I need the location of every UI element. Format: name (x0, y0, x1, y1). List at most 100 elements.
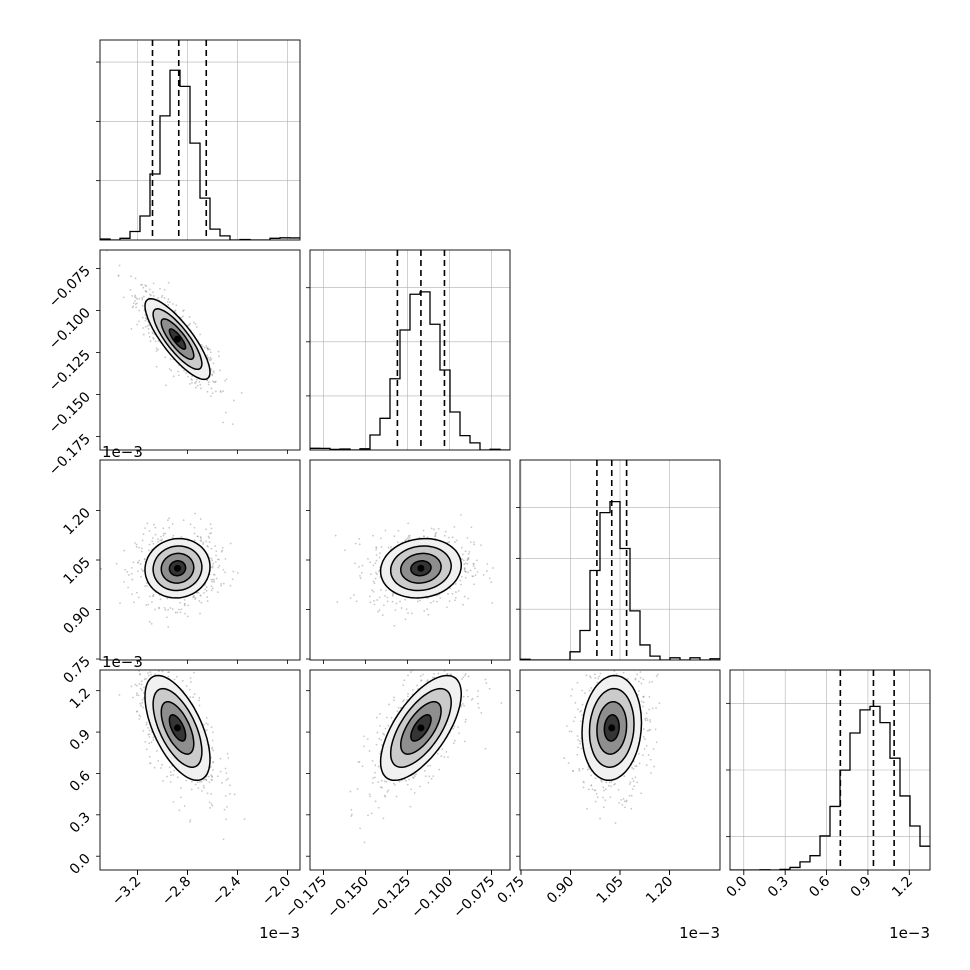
sample-point (654, 728, 657, 731)
sample-point (134, 277, 137, 280)
sample-point (413, 775, 416, 778)
sample-point (131, 593, 133, 596)
sample-point (217, 350, 220, 353)
sample-point (382, 732, 385, 735)
sample-point (147, 727, 150, 729)
contour-2 (588, 687, 635, 768)
sample-point (408, 534, 411, 537)
sample-point (576, 753, 579, 756)
sample-point (196, 384, 199, 387)
sample-point (435, 531, 438, 534)
sample-point (402, 700, 404, 703)
sample-point (168, 526, 171, 529)
sample-point (402, 699, 405, 701)
sample-point (205, 586, 208, 589)
sample-point (143, 668, 145, 670)
sample-point (374, 562, 377, 565)
sample-point (141, 316, 144, 319)
sample-point (448, 600, 451, 603)
sample-point (150, 741, 153, 744)
sample-point (135, 306, 138, 309)
sample-point (419, 599, 421, 602)
sample-point (187, 604, 190, 607)
sample-point (380, 545, 383, 548)
sample-point (159, 598, 162, 601)
sample-point (131, 306, 134, 309)
sample-point (167, 304, 170, 306)
sample-point (167, 671, 169, 674)
sample-point (640, 700, 643, 703)
sample-point (391, 593, 394, 596)
sample-point (368, 793, 371, 796)
sample-point (220, 781, 223, 784)
sample-point (157, 348, 159, 351)
x-tick-label: 0.75 (494, 874, 527, 907)
sample-point (179, 611, 182, 614)
sample-point (619, 661, 621, 663)
sample-point (476, 571, 479, 573)
sample-point (132, 696, 134, 699)
sample-point (154, 673, 157, 676)
sample-point (211, 739, 214, 742)
sample-point (152, 593, 155, 596)
sample-point (349, 790, 352, 793)
sample-point (631, 766, 633, 769)
sample-point (189, 820, 191, 823)
sample-point (208, 801, 211, 804)
contour-0 (168, 714, 187, 742)
sample-point (155, 350, 158, 352)
y-tick-label: −0.075 (46, 263, 94, 311)
sample-point (447, 536, 450, 539)
sample-point (416, 600, 419, 603)
sample-point (152, 336, 154, 339)
sample-point (388, 703, 390, 706)
sample-point (602, 648, 604, 650)
sample-point (454, 541, 456, 543)
sample-point (380, 739, 382, 741)
y-offset-label: 1e−3 (102, 653, 143, 671)
sample-point (455, 539, 458, 542)
sample-point (578, 740, 581, 743)
sample-point (484, 678, 487, 681)
sample-point (183, 604, 186, 607)
sample-point (137, 561, 140, 564)
sample-point (142, 706, 144, 709)
sample-point (645, 712, 648, 715)
sample-point (644, 719, 647, 722)
sample-point (208, 537, 211, 539)
sample-point (576, 681, 579, 684)
panel-3-0 (96, 668, 301, 874)
density-peak (174, 724, 181, 732)
density-peak (174, 335, 181, 343)
sample-point (648, 696, 651, 698)
sample-point (649, 758, 652, 761)
sample-point (212, 761, 215, 764)
sample-point (371, 589, 374, 592)
sample-point (211, 580, 214, 583)
sample-point (205, 717, 208, 719)
sample-point (200, 780, 203, 783)
sample-point (194, 783, 197, 786)
sample-point (369, 561, 372, 564)
sample-point (378, 737, 381, 740)
panel-2-1 (306, 459, 511, 664)
sample-point (372, 564, 375, 567)
sample-point (146, 585, 148, 587)
sample-point (219, 770, 222, 773)
sample-point (182, 519, 185, 522)
sample-point (470, 699, 473, 701)
sample-point (188, 324, 190, 326)
sample-point (227, 756, 230, 759)
y-tick-label: −0.150 (46, 389, 94, 437)
sample-point (212, 362, 215, 365)
panel-frame (309, 459, 511, 661)
sample-point (215, 554, 217, 557)
sample-point (648, 681, 651, 684)
sample-point (577, 746, 580, 749)
sample-point (406, 695, 409, 698)
sample-point (141, 698, 144, 701)
sample-point (628, 783, 631, 785)
sample-point (479, 643, 481, 645)
contour-2 (152, 687, 203, 768)
sample-point (185, 372, 188, 374)
